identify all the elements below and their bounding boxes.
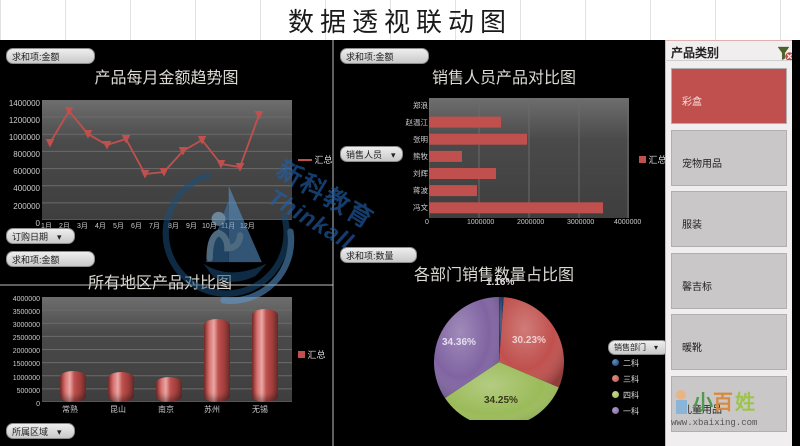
svg-text:小: 小 (693, 391, 713, 414)
svg-text:百: 百 (713, 392, 733, 414)
svg-text:姓: 姓 (735, 390, 755, 414)
